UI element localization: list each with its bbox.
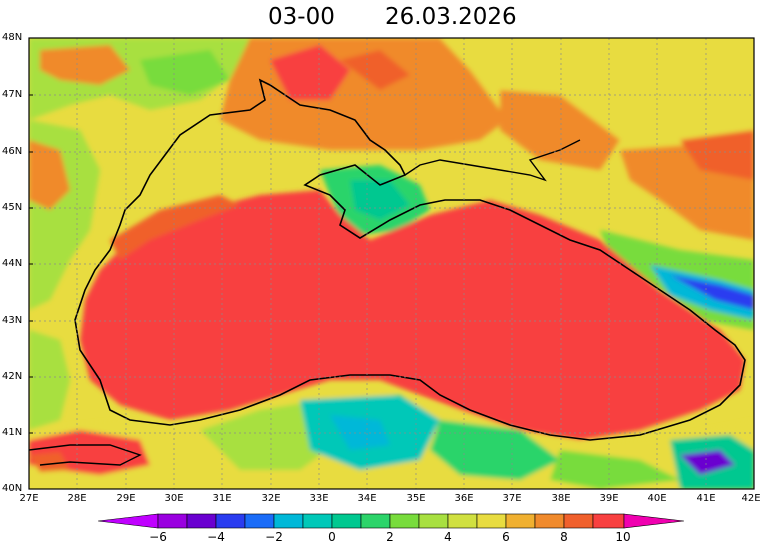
coastline bbox=[74, 78, 746, 441]
grid-lines bbox=[29, 38, 754, 489]
lon-label-41: 41E bbox=[696, 493, 716, 504]
lon-label-40: 40E bbox=[647, 493, 667, 504]
colorbar: −6 −4 −2 0 2 4 6 8 10 bbox=[97, 512, 685, 548]
lon-label-37: 37E bbox=[502, 493, 522, 504]
lon-label-29: 29E bbox=[116, 493, 136, 504]
lat-label-41: 41N bbox=[2, 427, 23, 438]
colorbar-label: 2 bbox=[386, 530, 394, 544]
colorbar-label: −4 bbox=[207, 530, 225, 544]
lat-label-44: 44N bbox=[2, 258, 23, 269]
lon-label-35: 35E bbox=[406, 493, 426, 504]
lon-label-36: 36E bbox=[454, 493, 474, 504]
lon-label-38: 38E bbox=[551, 493, 571, 504]
lon-label-28: 28E bbox=[67, 493, 87, 504]
lat-label-42: 42N bbox=[2, 371, 23, 382]
colorbar-label: 0 bbox=[328, 530, 336, 544]
colorbar-low-arrow bbox=[97, 513, 159, 529]
colorbar-label: 8 bbox=[560, 530, 568, 544]
temperature-field bbox=[29, 38, 754, 489]
lon-label-31: 31E bbox=[212, 493, 232, 504]
colorbar-label: −6 bbox=[149, 530, 167, 544]
lat-label-45: 45N bbox=[2, 202, 23, 213]
lon-label-32: 32E bbox=[261, 493, 281, 504]
colorbar-label: 6 bbox=[502, 530, 510, 544]
lon-label-30: 30E bbox=[164, 493, 184, 504]
title-time: 03-00 bbox=[268, 4, 335, 30]
colorbar-high-arrow bbox=[623, 513, 685, 529]
colorbar-label: 10 bbox=[615, 530, 631, 544]
lon-label-39: 39E bbox=[599, 493, 619, 504]
title-date: 26.03.2026 bbox=[385, 4, 517, 30]
lon-label-33: 33E bbox=[309, 493, 329, 504]
lat-label-48: 48N bbox=[2, 32, 23, 43]
lon-label-27: 27E bbox=[19, 493, 39, 504]
colorbar-label: 4 bbox=[444, 530, 452, 544]
lat-label-47: 47N bbox=[2, 89, 23, 100]
lon-label-34: 34E bbox=[357, 493, 377, 504]
map-title: 03-00 26.03.2026 bbox=[0, 4, 778, 34]
lat-label-43: 43N bbox=[2, 315, 23, 326]
colorbar-label: −2 bbox=[265, 530, 283, 544]
lat-label-40: 40N bbox=[2, 483, 23, 494]
lon-label-42: 42E bbox=[741, 493, 761, 504]
lat-label-46: 46N bbox=[2, 146, 23, 157]
